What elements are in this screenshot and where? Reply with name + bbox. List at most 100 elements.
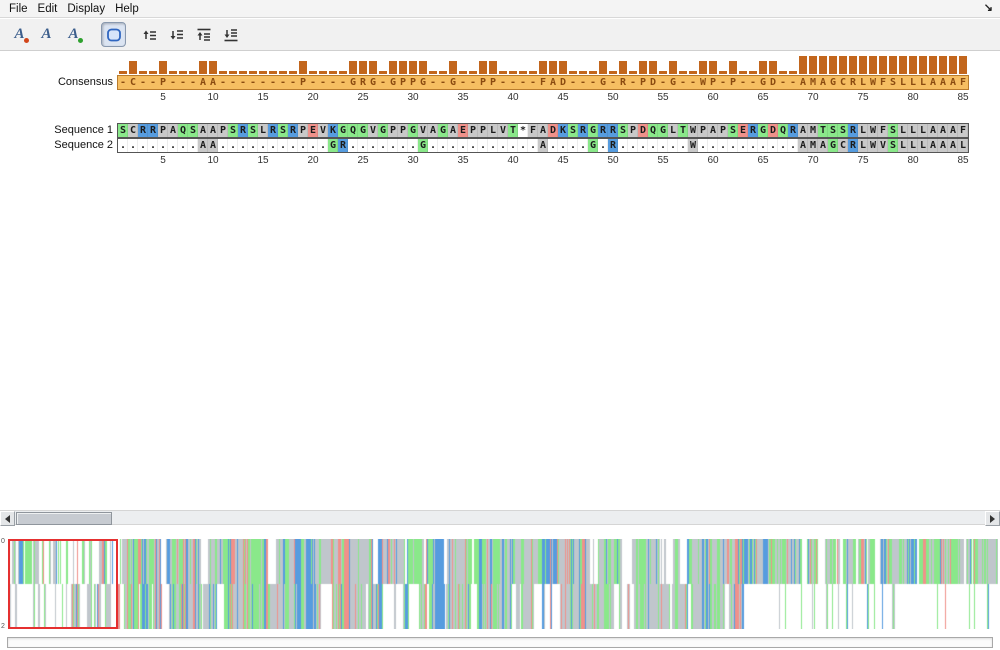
residue-cell[interactable]: A — [948, 139, 958, 152]
residue-cell[interactable]: R — [238, 124, 248, 137]
residue-cell[interactable]: D — [638, 124, 648, 137]
residue-cell[interactable]: D — [768, 124, 778, 137]
residue-cell[interactable]: - — [219, 77, 227, 88]
scroll-left-button[interactable] — [0, 511, 15, 526]
residue-cell[interactable]: - — [569, 77, 577, 88]
residue-cell[interactable]: - — [139, 77, 147, 88]
residue-cell[interactable]: . — [699, 140, 707, 151]
residue-cell[interactable]: W — [868, 139, 878, 152]
residue-cell[interactable]: . — [269, 140, 277, 151]
residue-cell[interactable]: . — [659, 140, 667, 151]
residue-cell[interactable]: G — [408, 124, 418, 137]
residue-cell[interactable]: S — [568, 124, 578, 137]
residue-cell[interactable]: A — [708, 124, 718, 137]
residue-cell[interactable]: A — [938, 139, 948, 152]
residue-cell[interactable]: W — [869, 77, 877, 88]
residue-cell[interactable]: L — [899, 77, 907, 88]
overview-selection-box[interactable] — [8, 539, 118, 629]
residue-cell[interactable]: G — [759, 77, 767, 88]
residue-cell[interactable]: P — [218, 124, 228, 137]
residue-cell[interactable]: G — [349, 77, 357, 88]
residue-cell[interactable]: . — [359, 140, 367, 151]
residue-cell[interactable]: . — [669, 140, 677, 151]
residue-cell[interactable]: . — [309, 140, 317, 151]
residue-cell[interactable]: S — [228, 124, 238, 137]
residue-cell[interactable]: - — [229, 77, 237, 88]
residue-cell[interactable]: S — [889, 77, 897, 88]
residue-cell[interactable]: . — [759, 140, 767, 151]
overview-scrollbar-track[interactable] — [7, 637, 993, 648]
residue-cell[interactable]: C — [838, 139, 848, 152]
residue-cell[interactable]: W — [868, 124, 878, 137]
residue-cell[interactable]: S — [828, 124, 838, 137]
overview-canvas[interactable] — [8, 539, 998, 629]
residue-cell[interactable]: V — [878, 139, 888, 152]
residue-cell[interactable]: M — [808, 124, 818, 137]
menu-help[interactable]: Help — [115, 2, 139, 15]
residue-cell[interactable]: . — [299, 140, 307, 151]
residue-cell[interactable]: L — [918, 124, 928, 137]
residue-cell[interactable]: T — [678, 124, 688, 137]
residue-cell[interactable]: . — [529, 140, 537, 151]
residue-cell[interactable]: K — [328, 124, 338, 137]
font-style-button[interactable]: A — [34, 22, 59, 47]
residue-cell[interactable]: . — [349, 140, 357, 151]
residue-cell[interactable]: C — [129, 77, 137, 88]
residue-cell[interactable]: R — [598, 124, 608, 137]
residue-cell[interactable]: R — [748, 124, 758, 137]
residue-cell[interactable]: L — [958, 139, 968, 152]
residue-cell[interactable]: E — [308, 124, 318, 137]
residue-cell[interactable]: - — [379, 77, 387, 88]
move-top-button[interactable] — [191, 22, 216, 47]
residue-cell[interactable]: G — [419, 77, 427, 88]
residue-cell[interactable]: G — [449, 77, 457, 88]
corner-arrow-icon[interactable]: ↘ — [983, 2, 993, 14]
residue-cell[interactable]: . — [499, 140, 507, 151]
residue-cell[interactable]: R — [788, 124, 798, 137]
residue-cell[interactable]: . — [709, 140, 717, 151]
residue-cell[interactable]: A — [948, 124, 958, 137]
residue-cell[interactable]: P — [409, 77, 417, 88]
residue-cell[interactable]: . — [189, 140, 197, 151]
residue-cell[interactable]: S — [278, 124, 288, 137]
residue-cell[interactable]: - — [279, 77, 287, 88]
residue-cell[interactable]: . — [279, 140, 287, 151]
residue-cell[interactable]: P — [159, 77, 167, 88]
residue-cell[interactable]: - — [749, 77, 757, 88]
residue-cell[interactable]: . — [149, 140, 157, 151]
residue-cell[interactable]: P — [298, 124, 308, 137]
residue-cell[interactable]: Q — [178, 124, 188, 137]
residue-cell[interactable]: - — [179, 77, 187, 88]
residue-cell[interactable]: M — [809, 77, 817, 88]
residue-cell[interactable]: . — [729, 140, 737, 151]
residue-cell[interactable]: - — [189, 77, 197, 88]
residue-cell[interactable]: G — [378, 124, 388, 137]
scroll-right-button[interactable] — [985, 511, 1000, 526]
residue-cell[interactable]: . — [619, 140, 627, 151]
residue-cell[interactable]: - — [469, 77, 477, 88]
residue-cell[interactable]: . — [469, 140, 477, 151]
residue-cell[interactable]: P — [489, 77, 497, 88]
residue-cell[interactable]: . — [429, 140, 437, 151]
residue-cell[interactable]: L — [918, 139, 928, 152]
residue-cell[interactable]: A — [538, 124, 548, 137]
residue-cell[interactable]: G — [588, 124, 598, 137]
residue-cell[interactable]: A — [199, 77, 207, 88]
residue-cell[interactable]: A — [818, 139, 828, 152]
residue-cell[interactable]: . — [409, 140, 417, 151]
residue-cell[interactable]: R — [848, 139, 858, 152]
residue-cell[interactable]: P — [479, 77, 487, 88]
residue-cell[interactable]: . — [119, 140, 127, 151]
residue-cell[interactable]: F — [959, 77, 967, 88]
residue-cell[interactable]: - — [239, 77, 247, 88]
residue-cell[interactable]: . — [719, 140, 727, 151]
residue-cell[interactable]: S — [118, 124, 128, 137]
residue-cell[interactable]: A — [428, 124, 438, 137]
residue-cell[interactable]: . — [159, 140, 167, 151]
residue-cell[interactable]: S — [728, 124, 738, 137]
menu-display[interactable]: Display — [67, 2, 106, 15]
residue-cell[interactable]: V — [368, 124, 378, 137]
